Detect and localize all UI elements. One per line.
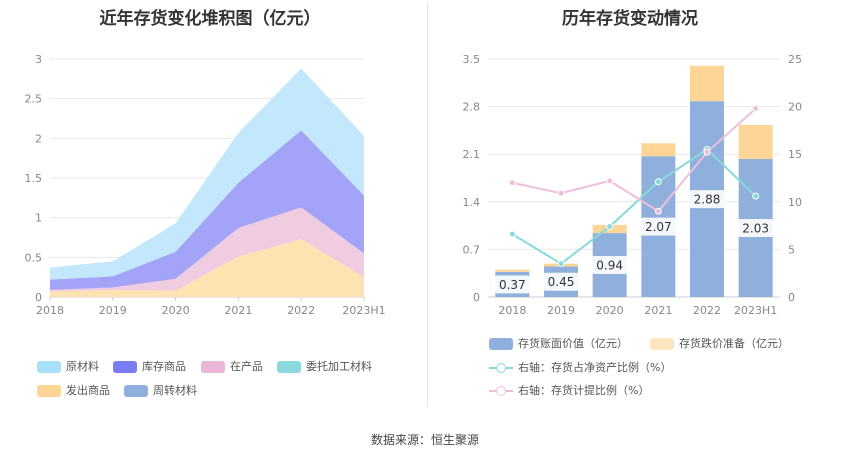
legend-swatch xyxy=(489,385,513,397)
line-provision-ratio xyxy=(512,107,757,213)
combo-y-right-tick: 0 xyxy=(788,291,795,304)
legend-item[interactable]: 在产品 xyxy=(201,359,263,375)
stack-x-tick: 2020 xyxy=(162,304,190,317)
legend-swatch xyxy=(37,361,61,373)
stack-chart-title: 近年存货变化堆积图（亿元） xyxy=(99,9,321,29)
stack-x-tick: 2023H1 xyxy=(342,304,385,317)
stack-y-tick: 1 xyxy=(35,212,42,225)
legend-label: 在产品 xyxy=(230,360,263,373)
combo-y-left-tick: 2.8 xyxy=(463,101,481,114)
combo-y-left-tick: 3.5 xyxy=(463,53,481,66)
stack-y-tick: 2.5 xyxy=(25,93,43,106)
line-point-inventory-ratio xyxy=(508,230,516,238)
combo-y-right-tick: 5 xyxy=(788,243,795,256)
bar-data-label: 2.03 xyxy=(742,221,769,235)
line-point-provision-ratio xyxy=(703,148,711,156)
legend-label: 存货跌价准备（亿元） xyxy=(679,337,789,350)
legend-label: 右轴：存货计提比例（%） xyxy=(518,384,650,397)
bar-data-label: 2.88 xyxy=(694,193,721,207)
stack-x-tick: 2018 xyxy=(36,304,64,317)
stack-x-tick: 2021 xyxy=(224,304,252,317)
legend-label: 发出商品 xyxy=(66,384,110,397)
combo-x-tick: 2018 xyxy=(498,304,526,317)
legend-label: 右轴：存货占净资产比例（%） xyxy=(518,361,672,374)
combo-x-tick: 2023H1 xyxy=(734,304,777,317)
bar-label-bg xyxy=(591,256,628,275)
bar-label-bg xyxy=(640,217,677,236)
combo-x-tick: 2019 xyxy=(547,304,575,317)
bar-impairment-provision xyxy=(641,143,676,157)
legend-label: 周转材料 xyxy=(153,384,197,397)
area-库存商品 xyxy=(50,130,364,290)
legend-item[interactable]: 原材料 xyxy=(37,359,99,375)
stack-y-tick: 0 xyxy=(35,291,42,304)
bar-data-label: 0.94 xyxy=(596,259,623,273)
bar-impairment-provision xyxy=(495,269,530,272)
legend-swatch xyxy=(201,361,225,373)
stack-y-tick: 1.5 xyxy=(25,172,43,185)
combo-x-tick: 2022 xyxy=(693,304,721,317)
bar-label-bg xyxy=(737,218,774,237)
legend-label: 委托加工材料 xyxy=(306,360,372,373)
line-point-provision-ratio xyxy=(508,179,516,187)
bar-label-bg xyxy=(542,272,580,291)
legend-item[interactable]: 存货跌价准备（亿元） xyxy=(650,336,789,352)
legend-swatch xyxy=(37,385,61,397)
bar-data-label: 2.07 xyxy=(645,220,672,234)
legend-label: 原材料 xyxy=(66,360,99,373)
combo-y-left-tick: 0 xyxy=(473,291,480,304)
line-point-provision-ratio xyxy=(557,189,565,197)
stack-y-tick: 2 xyxy=(35,132,42,145)
combo-x-tick: 2020 xyxy=(596,304,624,317)
bar-data-label: 0.45 xyxy=(548,275,575,289)
bar-impairment-provision xyxy=(690,65,724,102)
combo-y-left-tick: 1.4 xyxy=(463,196,481,209)
line-point-provision-ratio xyxy=(654,207,662,215)
combo-y-right-tick: 10 xyxy=(788,196,802,209)
combo-y-right-tick: 20 xyxy=(788,101,802,114)
panel-divider xyxy=(427,2,428,407)
stack-y-tick: 3 xyxy=(35,53,42,66)
bar-label-bg xyxy=(688,190,726,209)
legend-swatch xyxy=(650,338,674,350)
legend-swatch xyxy=(277,361,301,373)
change-chart-title: 历年存货变动情况 xyxy=(562,9,698,29)
legend-swatch xyxy=(489,338,513,350)
legend-item[interactable]: 右轴：存货占净资产比例（%） xyxy=(489,360,671,376)
line-point-provision-ratio xyxy=(606,177,614,185)
line-point-inventory-ratio xyxy=(606,223,614,231)
legend-label: 库存商品 xyxy=(142,360,186,373)
bar-label-bg xyxy=(494,275,531,294)
stack-y-tick: 0.5 xyxy=(25,251,43,264)
legend-swatch xyxy=(124,385,148,397)
line-point-inventory-ratio xyxy=(557,260,565,268)
stack-x-tick: 2019 xyxy=(99,304,127,317)
bar-impairment-provision xyxy=(738,124,773,159)
combo-x-tick: 2021 xyxy=(644,304,672,317)
line-inventory-ratio xyxy=(511,148,757,265)
legend-item[interactable]: 发出商品 xyxy=(37,383,110,399)
combo-y-right-tick: 15 xyxy=(788,148,802,161)
area-在产品 xyxy=(50,207,364,292)
line-point-inventory-ratio xyxy=(654,178,662,186)
legend-item[interactable]: 周转材料 xyxy=(124,383,197,399)
legend-swatch xyxy=(113,361,137,373)
line-point-inventory-ratio xyxy=(752,192,760,200)
stack-x-tick: 2022 xyxy=(287,304,315,317)
line-point-provision-ratio xyxy=(752,105,760,113)
legend-item[interactable]: 委托加工材料 xyxy=(277,359,372,375)
area-发出商品 xyxy=(50,239,364,297)
legend-label: 存货账面价值（亿元） xyxy=(518,337,628,350)
data-source: 数据来源：恒生聚源 xyxy=(370,433,479,447)
combo-y-left-tick: 2.1 xyxy=(463,148,481,161)
legend-swatch xyxy=(489,362,513,374)
area-原材料 xyxy=(50,68,364,280)
bar-data-label: 0.37 xyxy=(499,278,526,292)
combo-y-left-tick: 0.7 xyxy=(463,243,481,256)
legend-item[interactable]: 存货账面价值（亿元） xyxy=(489,336,628,352)
legend-item[interactable]: 右轴：存货计提比例（%） xyxy=(489,383,649,399)
combo-y-right-tick: 25 xyxy=(788,53,802,66)
legend-item[interactable]: 库存商品 xyxy=(113,359,186,375)
